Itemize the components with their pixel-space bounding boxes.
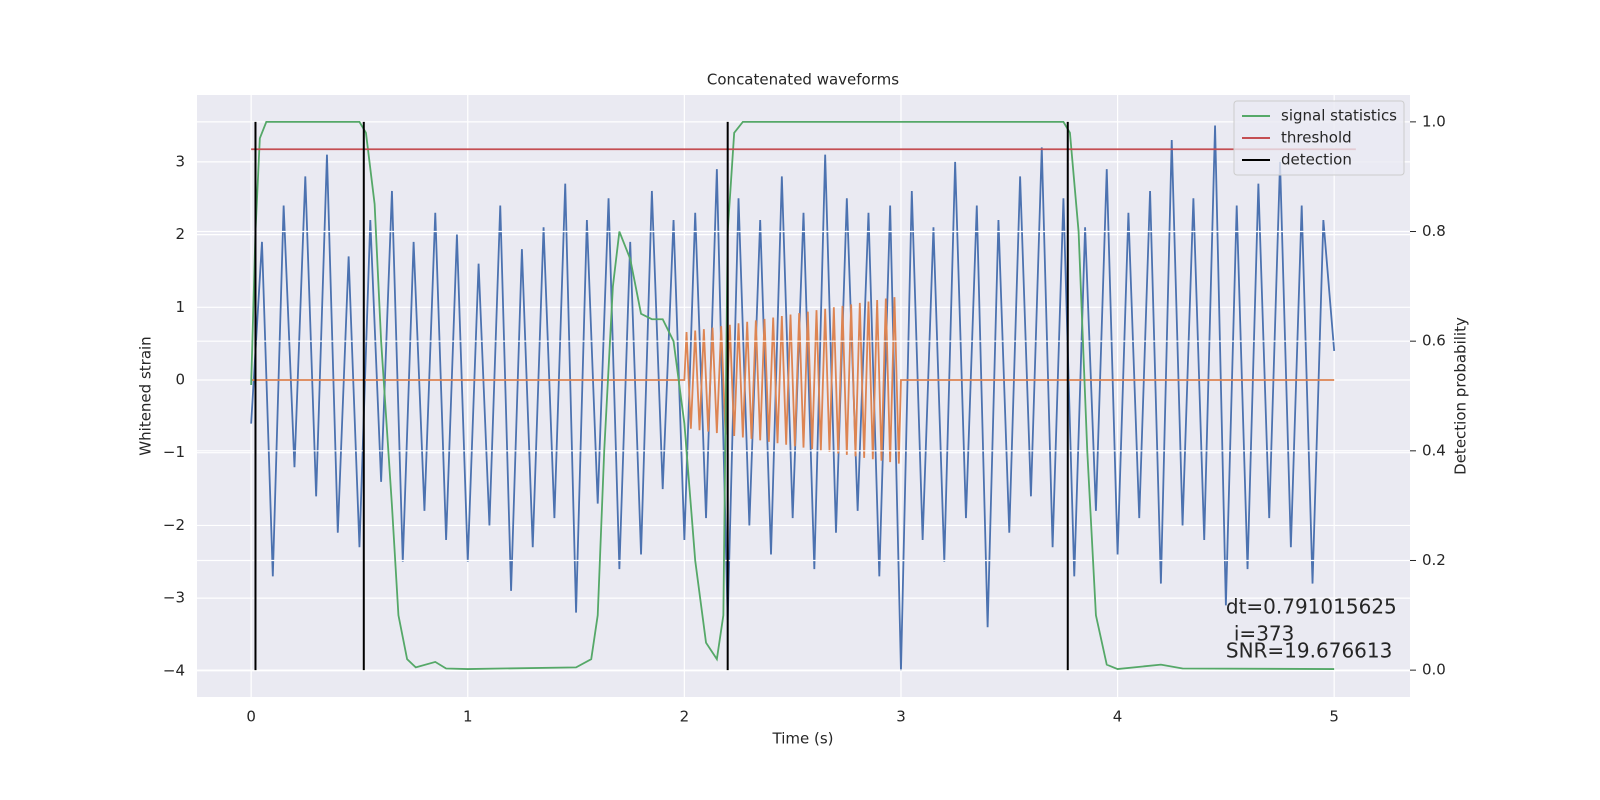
y-axis-label: Whitened strain bbox=[137, 336, 155, 455]
y2-axis-label: Detection probability bbox=[1452, 317, 1470, 475]
x-tick-label: 4 bbox=[1113, 708, 1123, 726]
annotation: SNR=19.676613 bbox=[1226, 639, 1392, 663]
legend-label: signal statistics bbox=[1281, 107, 1397, 125]
waveform-line bbox=[251, 297, 1335, 464]
y2-tick-label: 0.2 bbox=[1422, 551, 1446, 569]
y2-tick-label: 0.4 bbox=[1422, 441, 1446, 459]
y-tick-label: −2 bbox=[163, 516, 185, 534]
y2-tick-label: 1.0 bbox=[1422, 112, 1446, 130]
x-tick-label: 1 bbox=[463, 708, 473, 726]
y-tick-label: −3 bbox=[163, 589, 185, 607]
y-tick-label: −1 bbox=[163, 443, 185, 461]
series-line bbox=[250, 120, 1335, 670]
annotation: i=373 bbox=[1234, 622, 1295, 646]
y2-tick-label: 0.8 bbox=[1422, 222, 1446, 240]
y2-tick-label: 0.0 bbox=[1422, 661, 1446, 679]
x-tick-label: 3 bbox=[896, 708, 906, 726]
chart-title: Concatenated waveforms bbox=[707, 71, 899, 89]
y-tick-label: 1 bbox=[175, 298, 185, 316]
legend-box bbox=[1233, 100, 1405, 176]
legend-label: threshold bbox=[1281, 129, 1352, 147]
legend-label: detection bbox=[1281, 151, 1352, 169]
x-tick-label: 2 bbox=[680, 708, 690, 726]
x-tick-label: 5 bbox=[1329, 708, 1339, 726]
annotation: dt=0.791015625 bbox=[1226, 595, 1397, 619]
y-tick-label: −4 bbox=[163, 661, 185, 679]
y-tick-label: 0 bbox=[175, 371, 185, 389]
y-tick-label: 3 bbox=[175, 152, 185, 170]
x-axis-label: Time (s) bbox=[772, 730, 834, 748]
waveform-line bbox=[250, 125, 1336, 671]
x-tick-label: 0 bbox=[246, 708, 256, 726]
y-tick-label: 2 bbox=[175, 225, 185, 243]
y2-tick-label: 0.6 bbox=[1422, 332, 1446, 350]
